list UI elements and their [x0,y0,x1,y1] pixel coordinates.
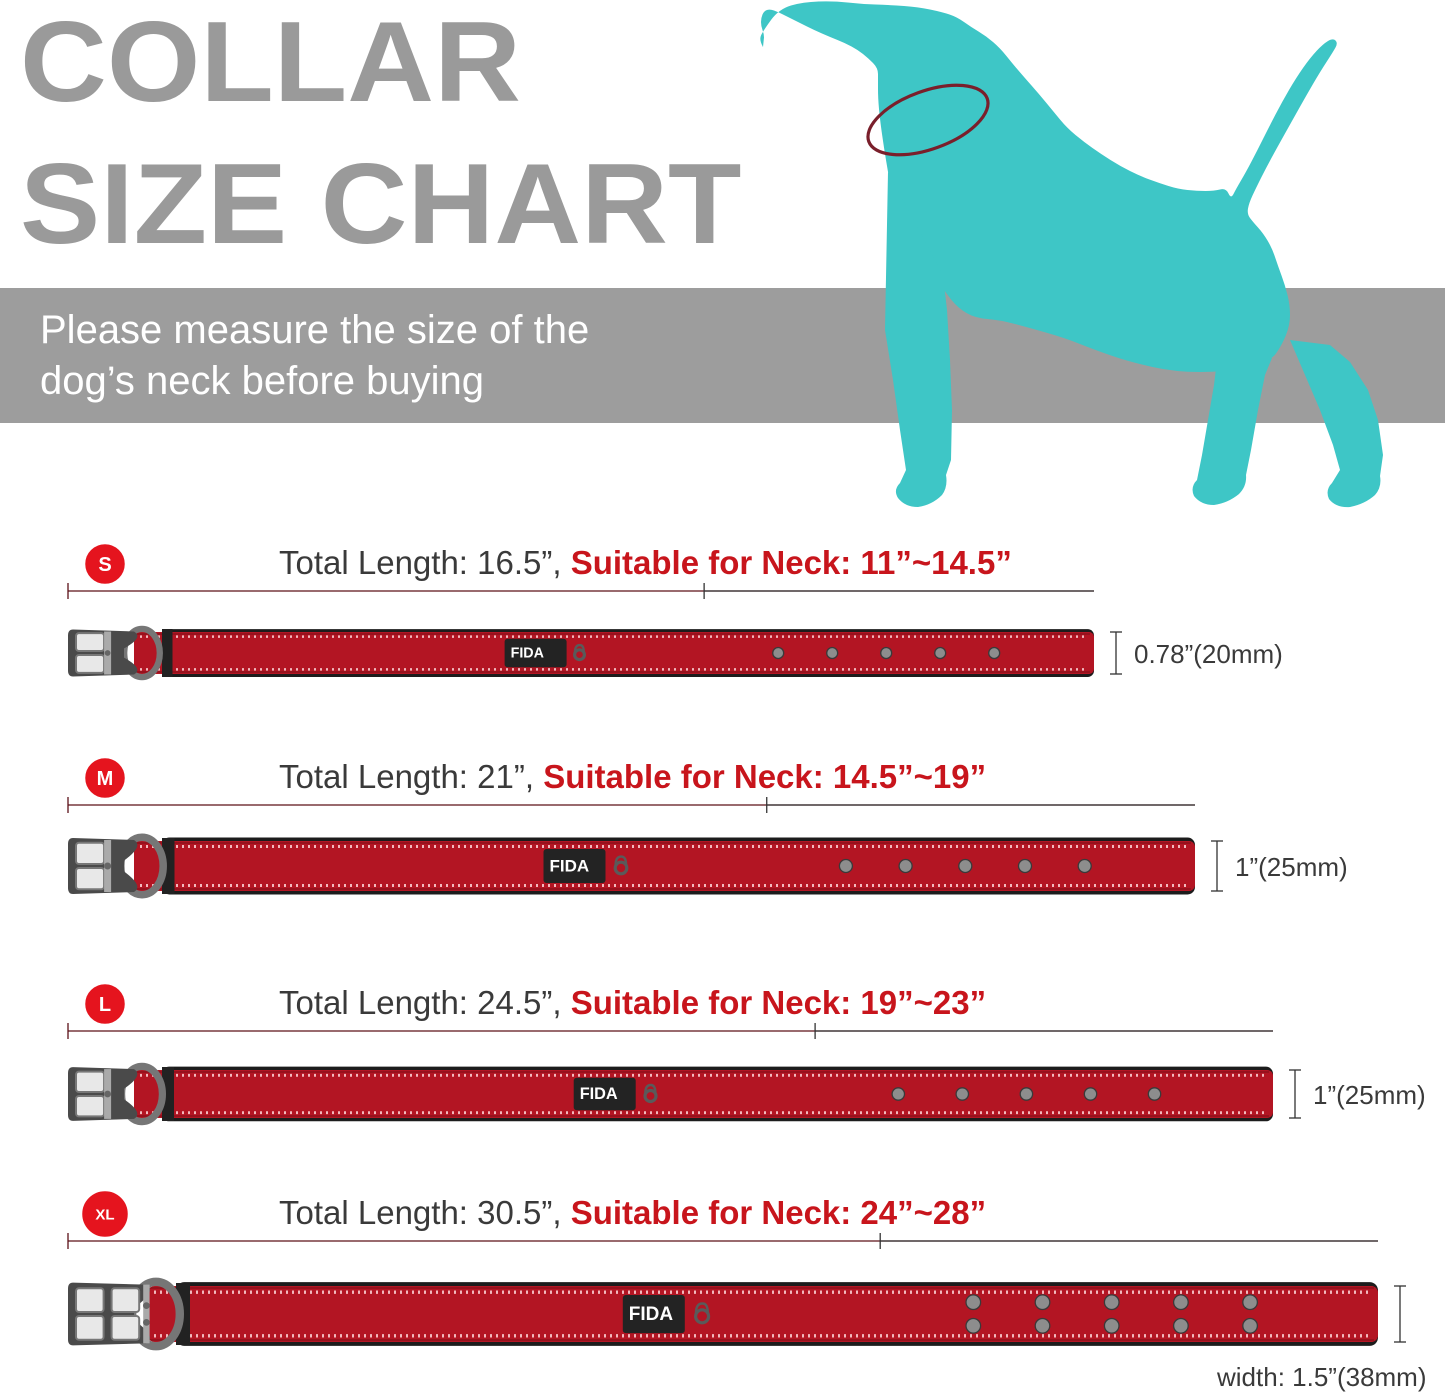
svg-text:FIDA: FIDA [511,646,544,662]
svg-text:L: L [99,994,111,1016]
svg-text:FIDA: FIDA [629,1304,674,1325]
svg-text:S: S [98,554,111,576]
svg-text:FIDA: FIDA [550,856,590,875]
svg-text:M: M [97,768,114,790]
svg-text:XL: XL [95,1206,114,1223]
svg-text:FIDA: FIDA [580,1085,618,1103]
